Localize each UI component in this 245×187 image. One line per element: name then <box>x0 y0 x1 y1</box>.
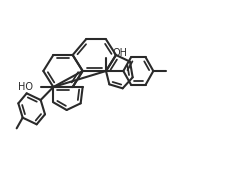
Text: OH: OH <box>113 48 128 58</box>
Text: HO: HO <box>18 82 33 92</box>
